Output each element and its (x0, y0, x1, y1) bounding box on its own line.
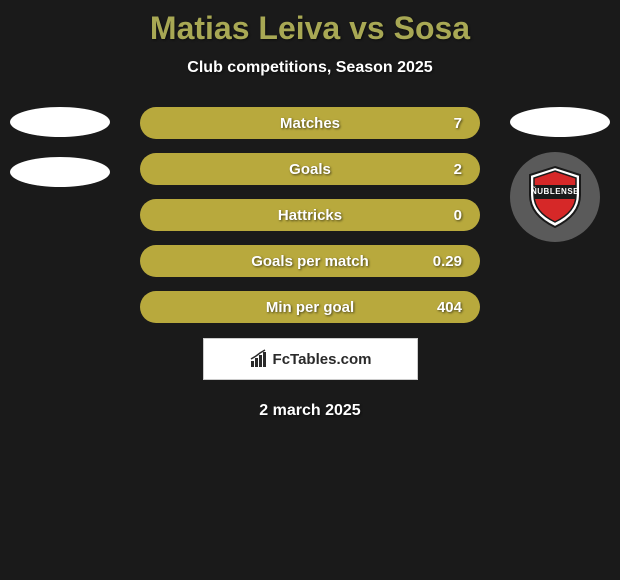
stat-row-goals-per-match: Goals per match 0.29 (140, 245, 480, 277)
stat-row-hattricks: Hattricks 0 (140, 199, 480, 231)
subtitle: Club competitions, Season 2025 (0, 59, 620, 77)
badge-text: ÑUBLENSE (531, 187, 579, 196)
stat-rows: Matches 7 Goals 2 Hattricks 0 Goals per … (140, 107, 480, 323)
stat-row-goals: Goals 2 (140, 153, 480, 185)
stat-value: 2 (454, 161, 462, 178)
stat-label: Min per goal (266, 299, 354, 316)
team-shield-badge: ÑUBLENSE (525, 165, 585, 230)
stats-area: ÑUBLENSE Matches 7 Goals 2 Hattricks 0 G… (0, 107, 620, 420)
stat-label: Hattricks (278, 207, 342, 224)
page-title: Matias Leiva vs Sosa (0, 10, 620, 47)
stat-row-matches: Matches 7 (140, 107, 480, 139)
right-player-icons: ÑUBLENSE (510, 107, 610, 242)
stat-value: 7 (454, 115, 462, 132)
stat-label: Matches (280, 115, 340, 132)
stat-label: Goals per match (251, 253, 369, 270)
player-ellipse-icon (10, 107, 110, 137)
footer-logo: FcTables.com (249, 349, 372, 369)
chart-icon (249, 349, 269, 369)
main-container: Matias Leiva vs Sosa Club competitions, … (0, 0, 620, 420)
stat-value: 404 (437, 299, 462, 316)
player-ellipse-icon (10, 157, 110, 187)
stat-value: 0.29 (433, 253, 462, 270)
date-text: 2 march 2025 (0, 402, 620, 420)
footer-brand-text: FcTables.com (273, 351, 372, 368)
left-player-icons (10, 107, 110, 207)
footer-brand-box[interactable]: FcTables.com (203, 338, 418, 380)
stat-label: Goals (289, 161, 331, 178)
shield-icon (525, 165, 585, 230)
team-badge-circle: ÑUBLENSE (510, 152, 600, 242)
stat-value: 0 (454, 207, 462, 224)
player-ellipse-icon (510, 107, 610, 137)
stat-row-min-per-goal: Min per goal 404 (140, 291, 480, 323)
